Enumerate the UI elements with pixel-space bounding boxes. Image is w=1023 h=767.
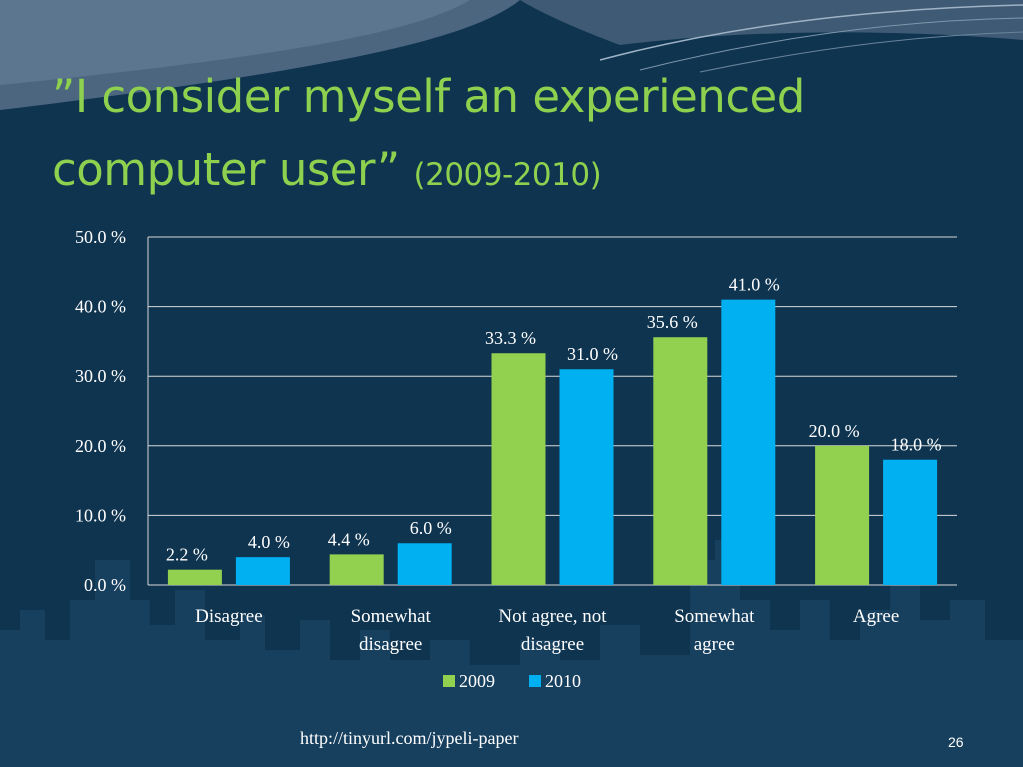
slide-title: ”I consider myself an experienced comput… [52,60,982,212]
legend-swatch-2010 [529,675,541,687]
legend-label-2010: 2010 [545,671,581,691]
x-tick-label: disagree [521,634,584,655]
bar-2009 [653,337,708,585]
data-label-2009: 4.4 % [328,529,370,549]
page-number: 26 [948,734,964,750]
x-tick-label: Disagree [195,606,263,627]
y-tick-label: 30.0 % [75,366,126,386]
x-tick-label: disagree [359,634,422,655]
y-tick-label: 20.0 % [75,436,126,456]
title-line-2: computer user” (2009-2010) [52,133,982,212]
legend-label-2009: 2009 [459,671,495,691]
bar-2009 [491,353,546,585]
data-label-2009: 20.0 % [809,421,860,441]
bar-2010 [721,299,776,585]
title-line-1: ”I consider myself an experienced [52,70,805,123]
x-tick-label: Somewhat [351,606,432,627]
bar-2010 [883,459,938,585]
y-tick-label: 40.0 % [75,297,126,317]
data-label-2010: 31.0 % [567,344,618,364]
bar-2009 [329,554,384,585]
y-tick-label: 50.0 % [75,227,126,247]
x-tick-label: Not agree, not [498,606,607,627]
x-tick-label: agree [694,634,735,655]
data-label-2010: 41.0 % [729,275,780,295]
y-tick-label: 0.0 % [84,575,126,595]
data-label-2009: 33.3 % [485,328,536,348]
bar-2010 [559,369,614,585]
legend-swatch-2009 [443,675,455,687]
x-tick-label: Agree [853,606,899,627]
data-label-2010: 4.0 % [248,532,290,552]
y-tick-label: 10.0 % [75,505,126,525]
bar-2010 [397,543,452,585]
data-label-2009: 35.6 % [647,312,698,332]
x-tick-label: Somewhat [674,606,755,627]
title-years: (2009-2010) [413,157,602,193]
data-label-2010: 6.0 % [410,518,452,538]
bar-2009 [815,445,870,585]
bar-2010 [235,557,290,585]
data-label-2009: 2.2 % [166,545,208,565]
bar-2009 [167,569,222,585]
title-line-2-main: computer user” [52,143,400,196]
source-url[interactable]: http://tinyurl.com/jypeli-paper [300,728,519,748]
data-label-2010: 18.0 % [891,435,942,455]
